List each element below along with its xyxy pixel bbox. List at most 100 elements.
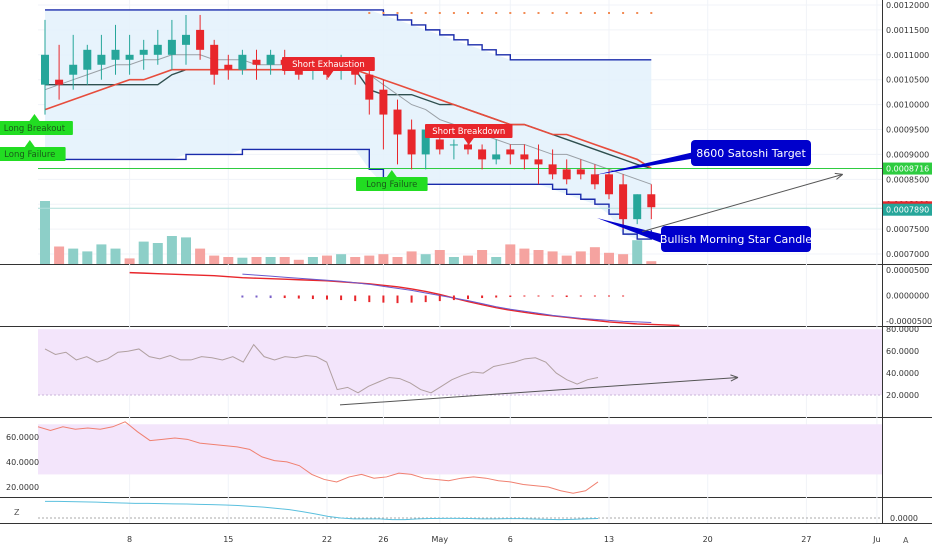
timezone-z-label[interactable]: Z (14, 508, 20, 517)
signal-text: Long Failure (4, 150, 55, 160)
callout-pointer (597, 218, 671, 245)
candle-body (464, 144, 472, 150)
resistance-marker (452, 12, 455, 14)
resistance-marker (467, 12, 469, 14)
macd-histogram-bar (424, 295, 427, 303)
volume-bar (223, 257, 234, 264)
price-tag-label: 0.0008716 (886, 165, 929, 174)
macd-tick-label: -0.0000500 (886, 317, 932, 326)
channel-upper-line (45, 9, 652, 61)
candle-body (69, 64, 78, 75)
candle-body (407, 129, 416, 155)
resistance-marker (523, 12, 526, 14)
macd-histogram-bar (495, 295, 498, 298)
price-tick-label: 0.0012000 (886, 1, 929, 10)
candle-body (111, 49, 120, 60)
callout-box (691, 140, 811, 166)
signal-text: Short Breakdown (432, 127, 505, 137)
signal-box (0, 121, 73, 135)
price-tick-label: 0.0010000 (886, 101, 929, 110)
volume-bar (406, 251, 417, 264)
volume-bar (279, 257, 290, 264)
volume-bar (237, 257, 248, 264)
candle-body (435, 139, 444, 150)
annotation-callout: Bullish Morning Star Candle (597, 218, 812, 252)
macd-histogram-bar (593, 295, 596, 297)
volume-bar (463, 255, 473, 264)
macd-histogram-bar (283, 295, 286, 299)
channel-fill (45, 9, 652, 240)
long-signal-label: Long Failure (0, 140, 66, 161)
macd-histogram-bar (326, 295, 328, 300)
price-tick-label: 0.0009000 (886, 150, 929, 159)
auto-scale-button[interactable]: A (903, 536, 909, 545)
volume-bar (589, 247, 600, 264)
macd-tick-label: 0.0000000 (886, 292, 929, 301)
macd-histogram-bar (565, 295, 568, 298)
x-tick-label: 22 (322, 535, 332, 544)
candle-body (619, 184, 628, 220)
candle-body (605, 174, 613, 195)
resistance-marker (636, 12, 639, 14)
volume-bar (138, 241, 149, 264)
volume-bar (477, 250, 488, 264)
candle-body (41, 54, 49, 85)
candle-body (492, 154, 501, 160)
candle-body (224, 64, 233, 70)
projection-arrowhead (834, 172, 844, 180)
volume-bar (519, 248, 530, 264)
price-tag-label: 0.0007890 (886, 206, 929, 215)
candle-body (238, 54, 247, 70)
price-tick-label: 0.0007500 (886, 225, 929, 234)
volume-bar (533, 250, 544, 264)
divergence-arrow (339, 376, 739, 406)
volume-bar (561, 255, 572, 264)
macd-tick-label: 0.0000500 (886, 266, 929, 275)
rsi-tick-label: 40.0000 (6, 458, 39, 467)
candle-body (562, 169, 571, 180)
projection-arrow (642, 173, 843, 233)
volume-bar (646, 261, 657, 264)
x-tick-label: 15 (223, 535, 233, 544)
macd-histogram-bar (368, 295, 371, 303)
volume-bar (336, 254, 347, 264)
macd-histogram-bar (579, 295, 582, 297)
volume-bar (632, 240, 643, 264)
volume-bar (434, 250, 445, 264)
macd-histogram-bar (467, 295, 469, 300)
volume-bar (322, 255, 332, 264)
price-tag (883, 162, 932, 175)
macd-histogram-bar (410, 295, 413, 303)
volume-bar (195, 248, 206, 264)
candle-body (590, 174, 599, 185)
resistance-marker (410, 12, 413, 14)
resistance-marker (438, 12, 441, 14)
resistance-marker (537, 12, 540, 14)
callout-box (661, 226, 811, 252)
price-tag (883, 203, 932, 216)
signal-box (425, 124, 513, 138)
volume-bar (604, 252, 614, 264)
macd-line (129, 271, 680, 327)
bottom-tick-label: 0.0000 (890, 514, 918, 523)
volume-bar (209, 255, 220, 264)
volume-bar (40, 201, 50, 264)
macd-histogram-bar (452, 295, 455, 301)
resistance-marker (424, 12, 427, 14)
macd-histogram-bar (608, 295, 610, 297)
long-signal-label: Long Breakout (0, 114, 73, 135)
resistance-marker (579, 12, 582, 14)
candle-body (55, 79, 64, 85)
candle-body (379, 89, 388, 115)
price-tick-label: 0.0007000 (886, 250, 929, 259)
candle-body (182, 34, 190, 45)
channel-lower-line (45, 148, 652, 240)
resistance-marker (608, 12, 610, 14)
price-tick-label: 0.0010500 (886, 76, 929, 85)
macd-histogram-bar (269, 295, 272, 299)
volume-bar (251, 257, 262, 264)
candle-body (647, 194, 656, 208)
candle-body (210, 44, 219, 75)
resistance-marker (509, 12, 512, 14)
